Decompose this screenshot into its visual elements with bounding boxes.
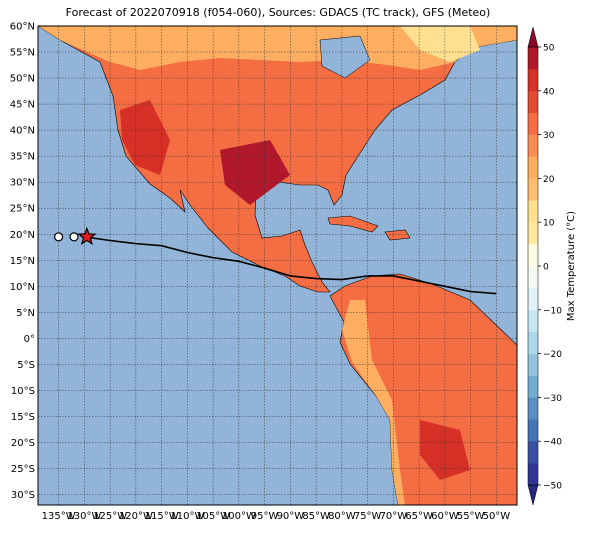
cuba [327,215,379,233]
storm-track [84,236,497,295]
colorbar-label: Max Temperature (°C) [566,211,577,321]
colorbar-tick-label: 40 [543,87,555,97]
y-tick-label: 30°S [11,490,35,501]
x-tick-label: 60°W [431,511,459,522]
colorbar-bin [528,441,538,464]
x-tick-label: 80°W [328,511,356,522]
colorbar-over [527,26,539,48]
colorbar-bin [528,463,538,486]
y-tick-label: 20°S [11,438,35,449]
x-tick-label: 90°W [277,511,305,522]
x-tick-label: 130°W [67,511,101,522]
y-tick-label: 15°N [10,256,35,267]
y-tick-label: 50°N [10,74,35,85]
y-tick-label: 45°N [10,100,35,111]
y-tick-label: 10°N [10,282,35,293]
colorbar-bin [528,178,538,201]
map-area [38,26,517,505]
colorbar-bin [528,397,538,420]
x-tick-label: 120°W [119,511,153,522]
x-tick-label: 125°W [93,511,127,522]
colorbar-tick-label: −30 [543,394,562,404]
colorbar-tick-label: −10 [543,306,562,316]
colorbar-under [527,484,539,506]
y-tick-label: 20°N [10,230,35,241]
x-tick-label: 110°W [170,511,204,522]
colorbar-bin [528,375,538,398]
north-cool-zone [38,26,517,70]
colorbar-tick-label: 30 [543,131,555,141]
track-point [54,232,64,242]
colorbar-bin [528,419,538,442]
y-tick-label: 15°S [11,412,35,423]
colorbar-bin [528,200,538,223]
forecast-star [77,226,97,246]
colorbar-tick-label: −20 [543,350,562,360]
colorbar-bin [528,47,538,70]
y-tick-label: 0° [24,334,35,345]
x-tick-label: 115°W [145,511,179,522]
colorbar-tick-label: 0 [543,263,549,273]
y-tick-label: 30°N [10,178,35,189]
colorbar-tick-label: 10 [543,219,555,229]
title: Forecast of 2022070918 (f054-060), Sourc… [66,6,491,19]
colorbar-bin [528,287,538,311]
andes-cool [342,300,405,505]
x-tick-label: 100°W [222,511,256,522]
colorbar-bin [528,266,538,289]
colorbar-bin [528,222,538,245]
x-tick-label: 95°W [251,511,279,522]
y-tick-label: 40°N [10,126,35,137]
x-tick-label: 70°W [380,511,408,522]
y-tick-label: 25°S [11,464,35,475]
colorbar-tick-label: −50 [543,482,562,492]
colorbar-bin [528,331,538,354]
map-frame [37,25,518,506]
x-tick-label: 55°W [457,511,485,522]
south-america [329,273,517,505]
colorbar-bin [528,134,538,157]
colorbar-bin [528,353,538,376]
y-tick-label: 5°S [17,360,35,371]
x-tick-label: 75°W [354,511,382,522]
colorbar-tick-label: 20 [543,175,555,185]
x-tick-label: 135°W [42,511,76,522]
y-tick-label: 25°N [10,204,35,215]
x-tick-label: 50°W [483,511,511,522]
y-tick-label: 60°N [10,22,35,33]
y-tick-label: 35°N [10,152,35,163]
y-tick-label: 5°N [16,308,35,319]
hudson-bay [319,35,371,79]
colorbar-tick-label: −40 [543,438,562,448]
arctic-zone [400,26,480,62]
x-tick-label: 85°W [302,511,330,522]
x-tick-label: 105°W [196,511,230,522]
x-tick-label: 65°W [405,511,433,522]
y-tick-label: 10°S [11,386,35,397]
colorbar-tick-label: 50 [543,44,555,54]
colorbar-bin [528,156,538,179]
colorbar-bin [528,68,538,92]
y-tick-label: 55°N [10,48,35,59]
colorbar-bin [528,244,538,267]
colorbar-bin [528,309,538,332]
colorbar-bin [528,112,538,135]
hispaniola [384,229,411,241]
track-point [69,232,79,242]
colorbar-bin [528,90,538,113]
